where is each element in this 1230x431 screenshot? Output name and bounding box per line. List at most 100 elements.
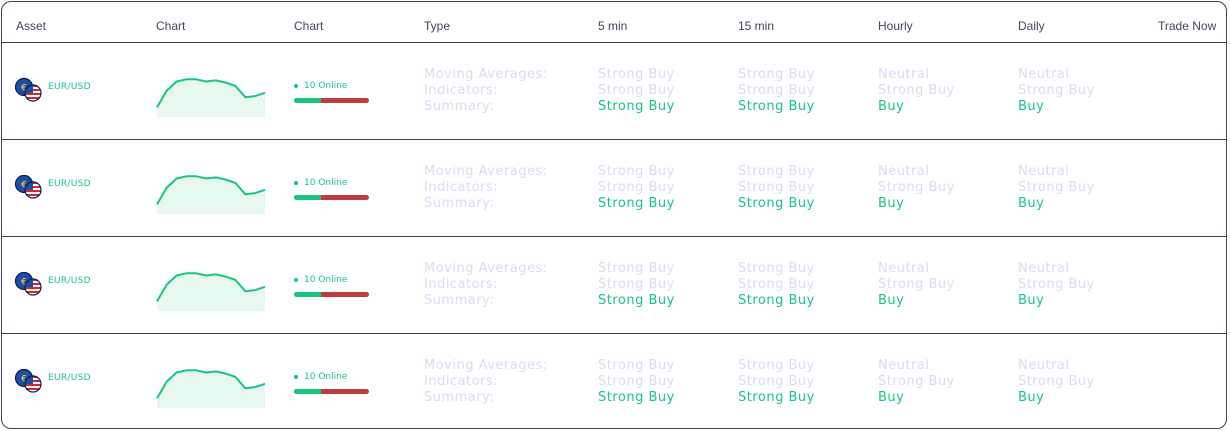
- online-count: 10 Online: [304, 81, 348, 91]
- sentiment-bar-fill: [294, 98, 321, 103]
- signal-hourly: Neutral Strong Buy Buy: [878, 358, 955, 406]
- signal-daily-ma: Neutral: [1018, 358, 1070, 373]
- online-dot-icon: [294, 374, 298, 379]
- signal-min5-summary: Strong Buy: [598, 390, 675, 405]
- signal-min5: Strong Buy Strong Buy Strong Buy: [598, 358, 675, 406]
- type-indicators: Indicators:: [424, 180, 499, 195]
- online-dot-icon: [294, 180, 298, 185]
- signal-min15: Strong Buy Strong Buy Strong Buy: [738, 261, 815, 309]
- sparkline-line: [156, 369, 266, 399]
- header-asset: Asset: [16, 19, 47, 33]
- signal-min5-ma: Strong Buy: [598, 67, 675, 82]
- eur-usd-flag-icon: €: [14, 77, 42, 102]
- signal-daily-summary: Buy: [1018, 390, 1045, 405]
- signal-hourly-ma: Neutral: [878, 67, 930, 82]
- online-status: 10 Online: [294, 178, 347, 188]
- table-row[interactable]: € EUR/USD 10 Online Moving Averages: Ind…: [2, 43, 1226, 140]
- online-dot-icon: [294, 83, 298, 88]
- signal-hourly-indicators: Strong Buy: [878, 83, 955, 98]
- type-summary: Summary:: [424, 99, 495, 114]
- type-indicators: Indicators:: [424, 83, 499, 98]
- signal-min15-indicators: Strong Buy: [738, 83, 815, 98]
- signal-daily-indicators: Strong Buy: [1018, 180, 1095, 195]
- sentiment-bar: [294, 389, 369, 394]
- type-summary: Summary:: [424, 390, 495, 405]
- signal-min15-indicators: Strong Buy: [738, 374, 815, 389]
- signal-daily-indicators: Strong Buy: [1018, 277, 1095, 292]
- signal-min15-summary: Strong Buy: [738, 390, 815, 405]
- header-hourly: Hourly: [878, 19, 913, 33]
- sparkline-chart: [156, 272, 266, 311]
- sentiment-bar: [294, 98, 369, 103]
- online-count: 10 Online: [304, 275, 348, 285]
- header-trade-now: Trade Now: [1158, 19, 1217, 33]
- header-5min: 5 min: [598, 19, 628, 33]
- signal-min5-indicators: Strong Buy: [598, 277, 675, 292]
- signal-min15: Strong Buy Strong Buy Strong Buy: [738, 164, 815, 212]
- asset-name[interactable]: EUR/USD: [48, 82, 91, 92]
- signal-min15-ma: Strong Buy: [738, 164, 815, 179]
- signal-min15-ma: Strong Buy: [738, 261, 815, 276]
- signal-hourly-ma: Neutral: [878, 358, 930, 373]
- type-labels: Moving Averages: Indicators: Summary:: [424, 164, 548, 212]
- signal-daily-summary: Buy: [1018, 293, 1045, 308]
- asset-name[interactable]: EUR/USD: [48, 373, 91, 383]
- sparkline-area: [157, 273, 265, 311]
- sparkline-line: [156, 272, 266, 302]
- online-dot-icon: [294, 277, 298, 282]
- header-chart-online: Chart: [294, 19, 324, 33]
- online-status: 10 Online: [294, 275, 347, 285]
- eur-usd-flag-icon: €: [14, 174, 42, 199]
- eur-usd-flag-icon: €: [14, 368, 42, 393]
- signal-min15-indicators: Strong Buy: [738, 180, 815, 195]
- sparkline-line: [156, 175, 266, 205]
- signal-min5-summary: Strong Buy: [598, 293, 675, 308]
- signal-daily: Neutral Strong Buy Buy: [1018, 67, 1095, 115]
- type-summary: Summary:: [424, 293, 495, 308]
- signal-min15-ma: Strong Buy: [738, 67, 815, 82]
- header-chart: Chart: [156, 19, 186, 33]
- type-indicators: Indicators:: [424, 374, 499, 389]
- signal-min15-ma: Strong Buy: [738, 358, 815, 373]
- table-row[interactable]: € EUR/USD 10 Online Moving Averages: Ind…: [2, 140, 1226, 237]
- sparkline-area: [157, 176, 265, 214]
- signal-min5-ma: Strong Buy: [598, 164, 675, 179]
- table-header: Asset Chart Chart Type 5 min 15 min Hour…: [2, 2, 1226, 43]
- signal-min5: Strong Buy Strong Buy Strong Buy: [598, 164, 675, 212]
- header-type: Type: [424, 19, 451, 33]
- table-row[interactable]: € EUR/USD 10 Online Moving Averages: Ind…: [2, 237, 1226, 334]
- sentiment-bar-fill: [294, 389, 321, 394]
- asset-name[interactable]: EUR/USD: [48, 179, 91, 189]
- signal-hourly-indicators: Strong Buy: [878, 374, 955, 389]
- sparkline-line: [156, 78, 266, 108]
- type-labels: Moving Averages: Indicators: Summary:: [424, 261, 548, 309]
- signal-daily-indicators: Strong Buy: [1018, 83, 1095, 98]
- svg-text:€: €: [21, 181, 27, 191]
- online-status: 10 Online: [294, 81, 347, 91]
- signal-hourly-summary: Buy: [878, 293, 905, 308]
- sparkline-area: [157, 370, 265, 408]
- svg-text:€: €: [21, 375, 27, 385]
- signal-hourly: Neutral Strong Buy Buy: [878, 261, 955, 309]
- table-row[interactable]: € EUR/USD 10 Online Moving Averages: Ind…: [2, 334, 1226, 428]
- type-labels: Moving Averages: Indicators: Summary:: [424, 67, 548, 115]
- online-status: 10 Online: [294, 372, 347, 382]
- signal-min5-indicators: Strong Buy: [598, 83, 675, 98]
- signal-daily-ma: Neutral: [1018, 164, 1070, 179]
- type-summary: Summary:: [424, 196, 495, 211]
- svg-text:€: €: [21, 84, 27, 94]
- signal-min5-indicators: Strong Buy: [598, 374, 675, 389]
- signal-daily-summary: Buy: [1018, 99, 1045, 114]
- signal-hourly-summary: Buy: [878, 99, 905, 114]
- sentiment-bar-fill: [294, 292, 321, 297]
- header-15min: 15 min: [738, 19, 775, 33]
- sparkline-chart: [156, 175, 266, 214]
- signal-hourly-indicators: Strong Buy: [878, 277, 955, 292]
- type-indicators: Indicators:: [424, 277, 499, 292]
- type-labels: Moving Averages: Indicators: Summary:: [424, 358, 548, 406]
- asset-name[interactable]: EUR/USD: [48, 276, 91, 286]
- signal-daily-summary: Buy: [1018, 196, 1045, 211]
- online-count: 10 Online: [304, 178, 348, 188]
- type-moving-averages: Moving Averages:: [424, 358, 548, 373]
